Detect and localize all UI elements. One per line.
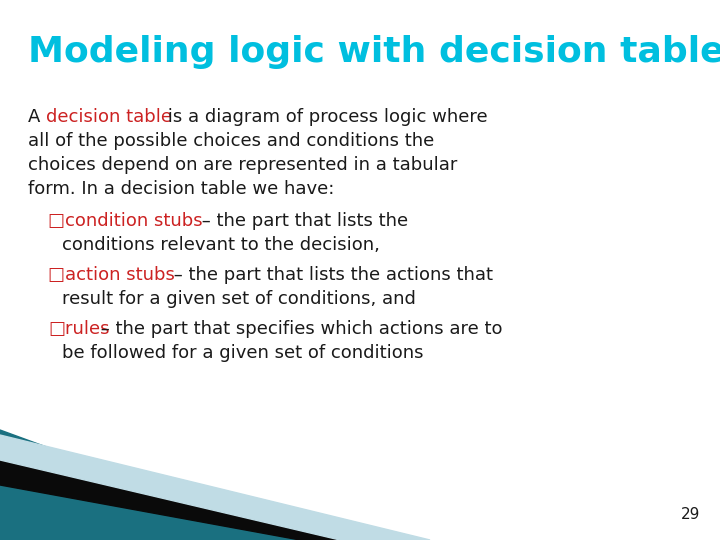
Text: A: A — [28, 108, 46, 126]
Text: □rules: □rules — [48, 320, 109, 338]
Polygon shape — [0, 430, 300, 540]
Text: decision table: decision table — [46, 108, 172, 126]
Text: □action stubs: □action stubs — [48, 266, 175, 284]
Text: – the part that lists the actions that: – the part that lists the actions that — [168, 266, 493, 284]
Polygon shape — [0, 435, 430, 540]
Text: Modeling logic with decision tables: Modeling logic with decision tables — [28, 35, 720, 69]
Text: all of the possible choices and conditions the: all of the possible choices and conditio… — [28, 132, 434, 150]
Text: be followed for a given set of conditions: be followed for a given set of condition… — [62, 344, 423, 362]
Text: 29: 29 — [680, 507, 700, 522]
Text: is a diagram of process logic where: is a diagram of process logic where — [162, 108, 487, 126]
Polygon shape — [0, 460, 340, 540]
Text: – the part that lists the: – the part that lists the — [196, 212, 408, 230]
Text: conditions relevant to the decision,: conditions relevant to the decision, — [62, 236, 380, 254]
Text: choices depend on are represented in a tabular: choices depend on are represented in a t… — [28, 156, 457, 174]
Text: – the part that specifies which actions are to: – the part that specifies which actions … — [95, 320, 503, 338]
Text: form. In a decision table we have:: form. In a decision table we have: — [28, 180, 334, 198]
Text: result for a given set of conditions, and: result for a given set of conditions, an… — [62, 290, 416, 308]
Text: □condition stubs: □condition stubs — [48, 212, 202, 230]
